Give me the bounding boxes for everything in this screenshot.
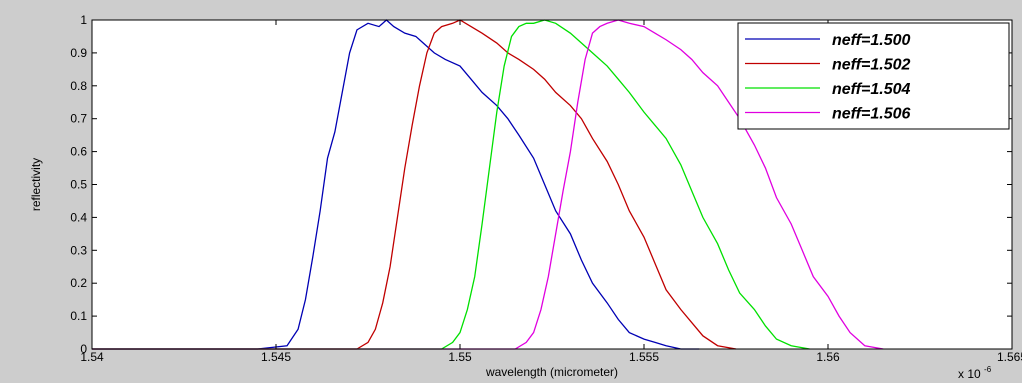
x-tick-label: 1.565: [997, 350, 1022, 364]
x-tick-label: 1.54: [80, 350, 104, 364]
y-tick-label: 0.5: [70, 178, 87, 192]
y-tick-label: 0.7: [70, 112, 87, 126]
x-tick-label: 1.555: [629, 350, 659, 364]
legend-label-2: neff=1.502: [832, 57, 911, 74]
series-layer: [92, 19, 884, 350]
x-tick-label: 1.56: [816, 350, 840, 364]
y-tick-label: 0: [80, 342, 87, 356]
legend-box: [737, 22, 1010, 130]
x-axis-multiplier-exponent: -6: [984, 365, 992, 374]
x-axis-multiplier-base: x 10: [958, 367, 981, 381]
series-line-3: [92, 19, 810, 350]
y-tick-label: 1: [80, 13, 87, 27]
y-axis-label: reflectivity: [29, 158, 43, 211]
plot-frame: [91, 19, 1013, 350]
legend: neff=1.500 neff=1.502 neff=1.504 neff=1.506: [737, 22, 1010, 130]
y-tick-label: 0.6: [70, 145, 87, 159]
x-axis-multiplier: x 10 -6: [958, 365, 992, 381]
y-tick-label: 0.1: [70, 309, 87, 323]
y-tick-label: 0.8: [70, 79, 87, 93]
series-line-4: [92, 19, 884, 350]
x-tick-label: 1.55: [448, 350, 472, 364]
y-tick-label: 0.9: [70, 46, 87, 60]
x-tick-label: 1.545: [261, 350, 291, 364]
legend-label-3: neff=1.504: [832, 81, 911, 98]
y-tick-label: 0.4: [70, 210, 87, 224]
x-axis-label: wavelength (micrometer): [485, 365, 618, 379]
legend-label-1: neff=1.500: [832, 32, 911, 49]
y-tick-label: 0.3: [70, 243, 87, 257]
y-tick-label: 0.2: [70, 276, 87, 290]
ticks-layer: 1.54 1.545 1.55 1.555 1.56 1.565 0 0.1 0.2 0.3 0.4…: [70, 13, 1022, 364]
legend-entries: neff=1.500 neff=1.502 neff=1.504 neff=1.506: [745, 32, 911, 123]
legend-label-4: neff=1.506: [832, 106, 911, 123]
series-line-1: [92, 19, 700, 350]
